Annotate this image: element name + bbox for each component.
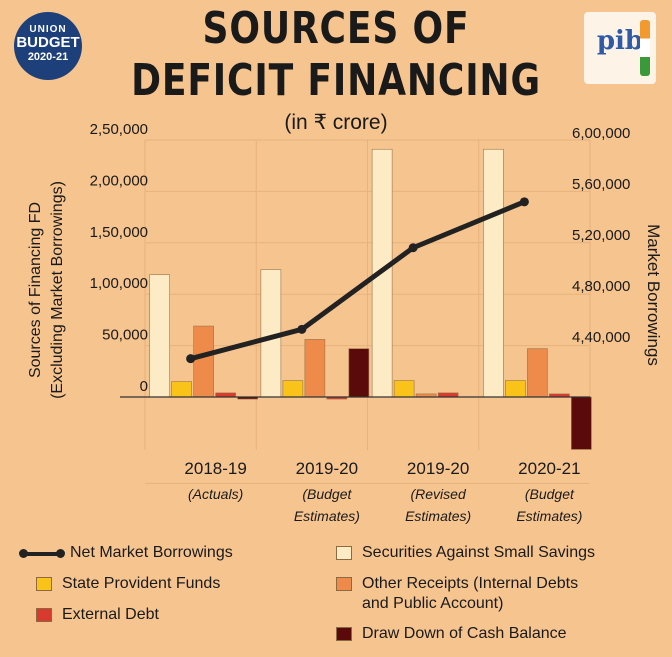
badge-line2: BUDGET [16,34,80,51]
bar-state-provident-funds [171,381,192,398]
bar-external-debt [437,392,459,398]
x-tick-label: 2019-20 [407,459,469,478]
net-market-borrowings-point [297,324,307,334]
x-tick-sublabel: (Revised [411,486,467,502]
left-tick-label: 2,00,000 [90,172,148,189]
bar-other-receipts-internal-debts-and-public-account [527,348,548,398]
x-tick-sublabel: Estimates) [516,508,582,524]
bar-draw-down-of-cash-balance [348,348,370,398]
bar-state-provident-funds [505,380,526,398]
legend-swatch [36,577,52,591]
net-market-borrowings-point [519,197,529,207]
x-tick-sublabel: (Budget [525,486,575,502]
x-tick-label: 2020-21 [518,459,580,478]
bar-external-debt [215,392,236,398]
bar-other-receipts-internal-debts-and-public-account [304,339,326,398]
x-tick-sublabel: (Budget [302,486,352,502]
net-market-borrowings-point [408,243,418,253]
legend-label: and Public Account) [362,595,504,612]
right-tick-label: 6,00,000 [572,125,630,142]
pib-logo-text: pib [596,26,644,56]
badge-line3: 2020-21 [27,51,69,63]
x-tick-label: 2019-20 [296,459,358,478]
x-tick-sublabel: Estimates) [405,508,471,524]
x-tick-sublabel: Estimates) [294,508,360,524]
bar-securities-against-small-savings [483,148,504,398]
left-tick-label: 1,00,000 [90,275,148,292]
left-tick-label: 0 [140,378,148,395]
x-tick-label: 2018-19 [184,459,246,478]
net-market-borrowings-line [189,199,526,362]
legend-swatch [36,608,52,622]
left-tick-label: 50,000 [102,327,148,344]
bar-other-receipts-internal-debts-and-public-account [193,325,214,398]
legend-label: Net Market Borrowings [70,544,233,561]
legend-label: Other Receipts (Internal Debts [362,575,579,592]
net-market-borrowings-point [186,354,196,364]
left-axis-label: (Excluding Market Borrowings) [49,181,66,399]
legend-swatch [336,627,352,641]
left-tick-label: 1,50,000 [90,224,148,241]
bar-state-provident-funds [282,380,304,398]
subtitle: (in ₹ crore) [284,111,388,134]
bar-securities-against-small-savings [149,274,170,398]
title-line2: DEFICIT FINANCING [131,55,541,106]
flag-stripe-icon [640,20,650,76]
right-tick-label: 5,20,000 [572,227,630,244]
right-axis-label: Market Borrowings [644,224,663,366]
legend-swatch [336,577,352,591]
left-tick-label: 2,50,000 [90,121,148,138]
legend-label: External Debt [62,606,159,623]
union-budget-badge: UNION BUDGET 2020-21 [14,12,82,80]
legend-label: Draw Down of Cash Balance [362,625,567,642]
bar-draw-down-of-cash-balance [571,396,592,450]
pib-logo: pib [584,12,656,84]
legend-label: State Provident Funds [62,575,221,592]
right-tick-label: 5,60,000 [572,176,630,193]
title-line1: SOURCES OF [202,3,470,54]
right-tick-label: 4,80,000 [572,278,630,295]
legend-swatch [336,546,352,560]
badge-line1: UNION [29,24,67,35]
right-tick-label: 4,40,000 [572,329,630,346]
legend-line-swatch [19,549,65,558]
left-axis-label: Sources of Financing FD [27,202,44,378]
x-tick-sublabel: (Actuals) [188,486,243,502]
legend-label: Securities Against Small Savings [362,544,595,561]
bar-state-provident-funds [393,380,415,398]
